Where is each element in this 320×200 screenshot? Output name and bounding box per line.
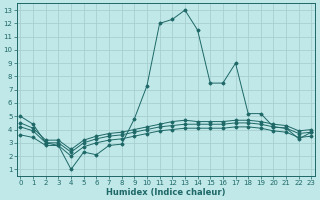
X-axis label: Humidex (Indice chaleur): Humidex (Indice chaleur) bbox=[106, 188, 226, 197]
